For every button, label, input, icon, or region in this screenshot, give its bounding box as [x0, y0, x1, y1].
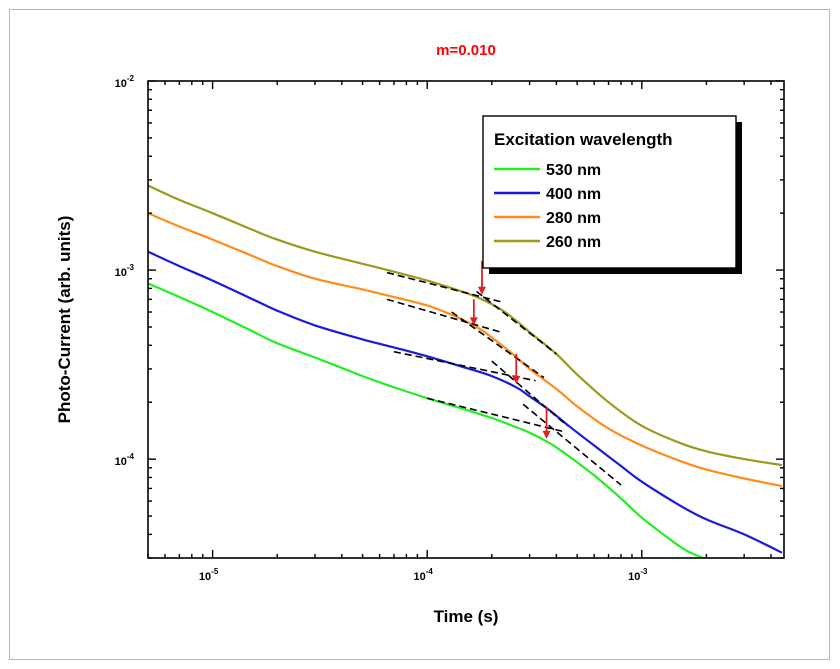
- tangent-line-1: [386, 271, 501, 303]
- legend-title: Excitation wavelength: [494, 130, 673, 149]
- legend-label-280-nm: 280 nm: [546, 210, 601, 227]
- legend-label-530-nm: 530 nm: [546, 162, 601, 179]
- transition-arrowhead-3: [512, 375, 521, 384]
- x-tick-label: 10-3: [628, 567, 648, 583]
- transition-arrowhead-1: [477, 286, 486, 295]
- series-line-530-nm: [148, 282, 706, 558]
- legend: Excitation wavelength 530 nm 400 nm 280 nm 2…: [482, 115, 742, 274]
- transition-arrowhead-2: [469, 317, 478, 326]
- legend-label-260-nm: 260 nm: [546, 234, 601, 251]
- series-line-280-nm: [148, 212, 783, 488]
- plot-area-border: [147, 80, 785, 559]
- x-tick-label: 10-5: [199, 567, 219, 583]
- y-axis-label: Photo-Current (arb. units): [55, 216, 74, 424]
- tangent-line-7: [426, 397, 564, 433]
- series-line-260-nm: [148, 184, 783, 467]
- x-axis-label: Time (s): [434, 607, 499, 626]
- tangent-line-6: [491, 360, 568, 427]
- tangent-line-3: [386, 298, 501, 333]
- tangent-line-5: [393, 350, 536, 382]
- y-tick-label: 10-3: [115, 263, 135, 279]
- chart-title: m=0.010: [436, 42, 496, 59]
- y-tick-label: 10-2: [115, 74, 135, 90]
- tangent-line-8: [522, 403, 622, 486]
- transition-arrowhead-4: [542, 430, 551, 439]
- x-tick-label: 10-4: [414, 567, 434, 583]
- tangent-line-2: [476, 290, 557, 355]
- tangent-line-4: [451, 311, 545, 379]
- series-line-400-nm: [148, 250, 783, 554]
- y-tick-label: 10-4: [115, 452, 135, 468]
- legend-label-400-nm: 400 nm: [546, 186, 601, 203]
- figure-frame: [9, 9, 830, 660]
